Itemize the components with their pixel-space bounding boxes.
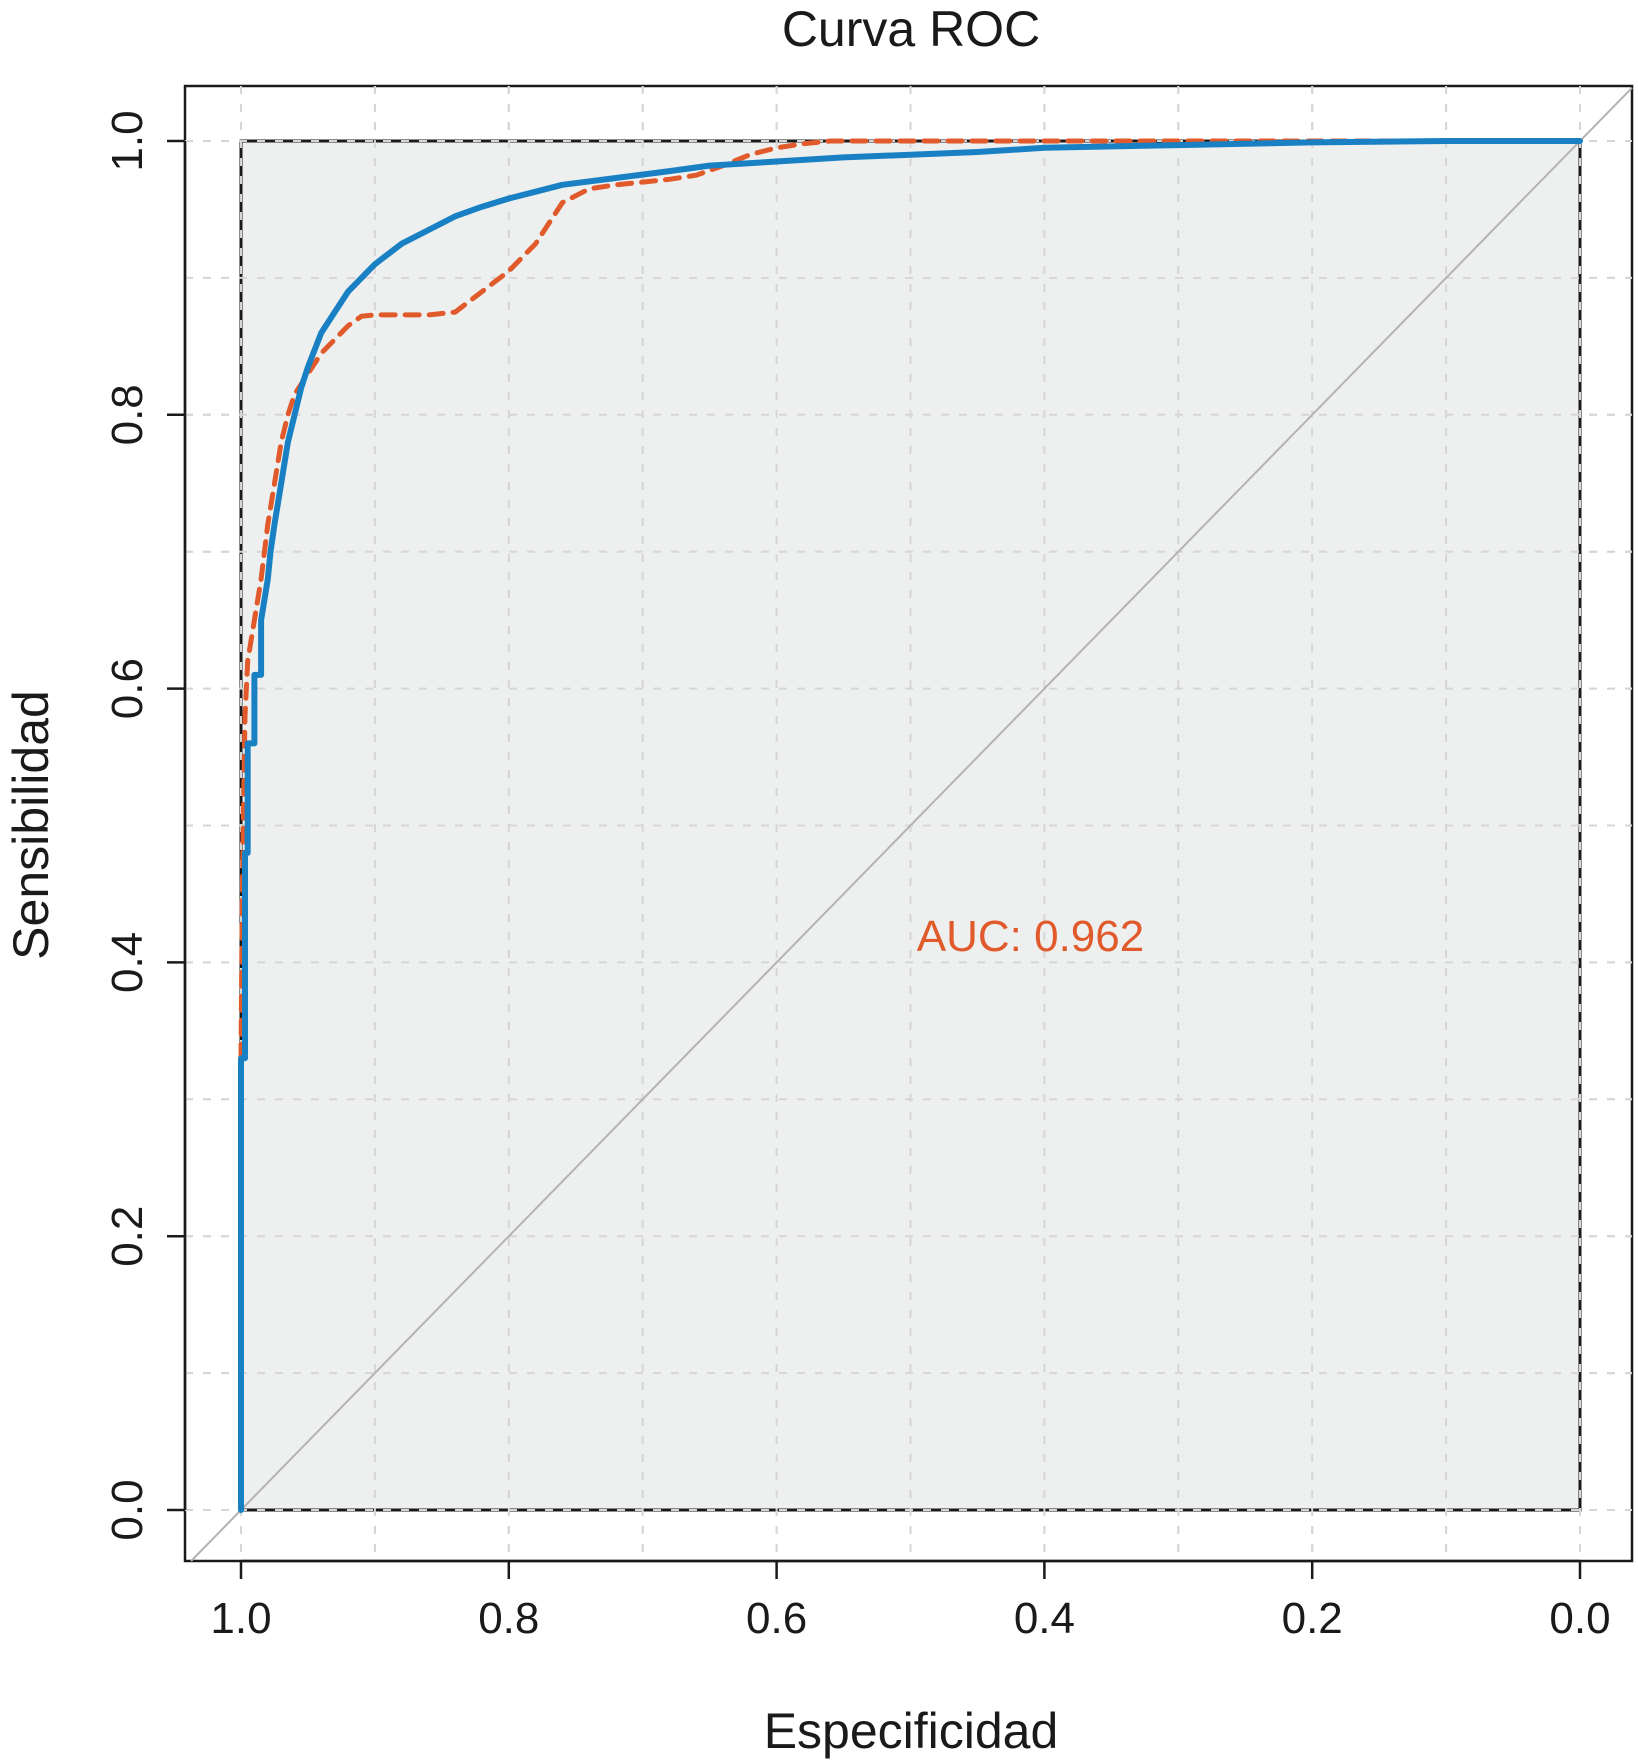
x-tick-label: 0.4 <box>1014 1594 1075 1643</box>
x-tick-label: 0.2 <box>1282 1594 1343 1643</box>
y-tick-label: 0.0 <box>103 1479 152 1540</box>
x-tick-label: 0.6 <box>746 1594 807 1643</box>
y-tick-label: 0.4 <box>103 932 152 993</box>
y-axis-label: Sensibilidad <box>3 690 59 960</box>
y-tick-label: 0.8 <box>103 384 152 445</box>
empirical-roc-line <box>238 138 1583 1513</box>
chance-diagonal <box>190 87 1633 1562</box>
x-tick-label: 0.0 <box>1549 1594 1610 1643</box>
y-tick-label: 0.6 <box>103 658 152 719</box>
smoothed-roc-line <box>238 138 1583 1061</box>
x-axis: 1.0 0.8 0.6 0.4 0.2 0.0 <box>210 1559 1611 1643</box>
y-tick-label: 1.0 <box>103 110 152 171</box>
y-axis: 0.0 0.2 0.4 0.6 0.8 1.0 <box>103 110 187 1541</box>
x-tick-label: 0.8 <box>478 1594 539 1643</box>
chart-title: Curva ROC <box>782 1 1040 57</box>
y-tick-label: 0.2 <box>103 1206 152 1267</box>
auc-annotation: AUC: 0.962 <box>917 912 1144 961</box>
x-tick-label: 1.0 <box>210 1594 271 1643</box>
x-axis-label: Especificidad <box>764 1703 1059 1759</box>
series-group <box>238 138 1583 1513</box>
